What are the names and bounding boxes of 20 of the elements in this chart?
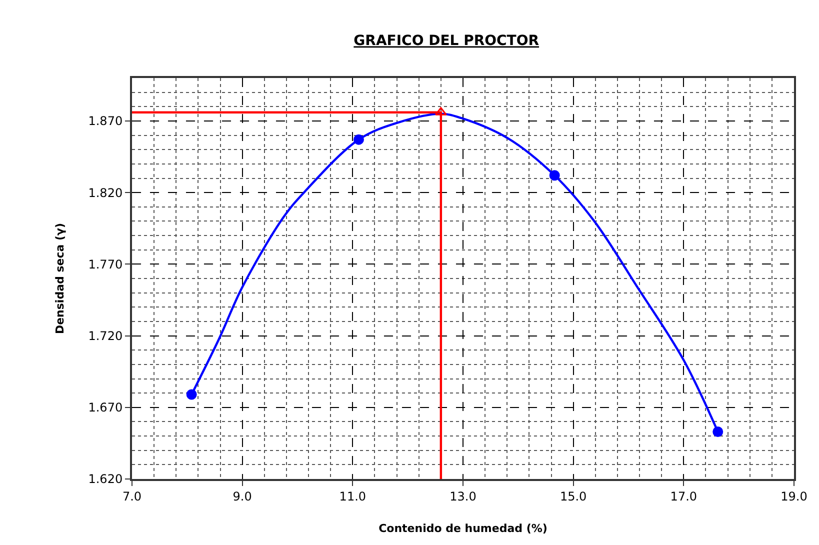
- x-tick-label: 17.0: [670, 489, 698, 504]
- y-axis-title: Densidad seca (γ): [53, 222, 66, 334]
- x-tick-label: 19.0: [780, 489, 808, 504]
- x-axis-title: Contenido de humedad (%): [378, 522, 548, 536]
- y-tick-label: 1.670: [88, 400, 123, 415]
- x-tick-label: 15.0: [560, 489, 587, 504]
- y-tick-label: 1.870: [88, 114, 123, 128]
- y-tick-label: 1.820: [88, 186, 123, 200]
- point: [186, 389, 197, 400]
- x-tick-label: 7.0: [122, 489, 142, 504]
- x-tick-label: 11.0: [339, 489, 366, 504]
- x-tick-label: 13.0: [450, 489, 476, 504]
- chart-title: GRAFICO DEL PROCTOR: [354, 33, 540, 50]
- x-tick-label: 9.0: [232, 489, 252, 504]
- y-tick-label: 1.720: [88, 328, 123, 343]
- point: [549, 170, 560, 181]
- y-tick-label: 1.620: [88, 472, 123, 486]
- point: [353, 134, 364, 145]
- point: [712, 426, 724, 437]
- y-tick-label: 1.770: [88, 257, 123, 272]
